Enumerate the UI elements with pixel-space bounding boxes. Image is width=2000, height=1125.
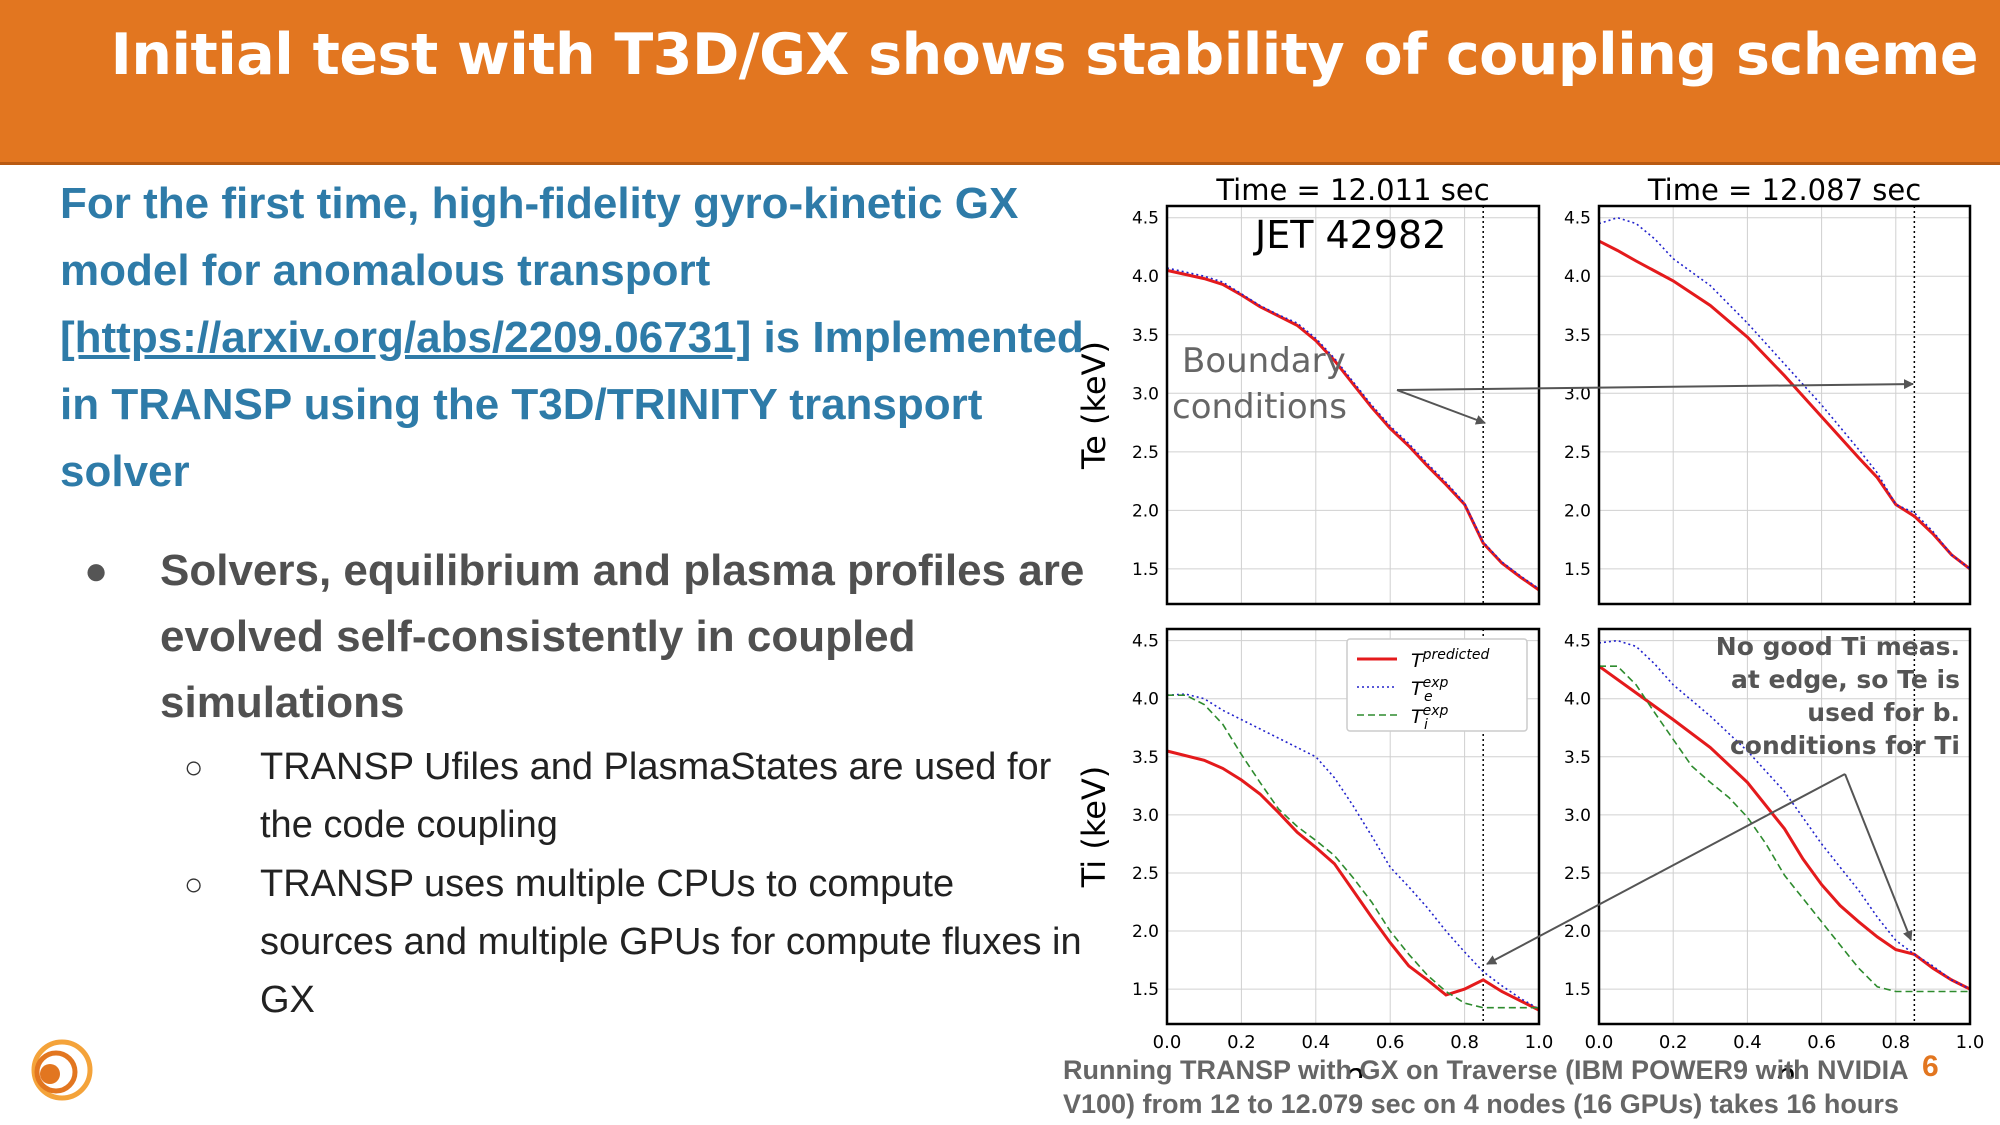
page-number: 6 <box>1922 1050 1939 1083</box>
y-tick-label: 2.5 <box>1132 443 1159 463</box>
profile-figure: 1.5 2.0 2.5 3.0 3.5 4.0 4.5 Time = 12.011 sec JE… <box>1075 168 2000 1094</box>
slide-title: Initial test with T3D/GX shows stability… <box>110 22 1979 88</box>
x-tick-label: 0.0 <box>1153 1032 1182 1053</box>
x-tick-label: 0.6 <box>1376 1032 1405 1053</box>
axes-frame <box>1165 627 1541 1026</box>
boundary-arrow-right <box>1396 379 1914 391</box>
ti-note-arrow-left <box>1486 773 1846 965</box>
y-tick-label: 3.0 <box>1564 384 1591 404</box>
y-tick-label: 1.5 <box>1564 560 1591 580</box>
ti-note-line: conditions for Ti <box>1730 731 1960 760</box>
x-tick-label: 0.8 <box>1450 1032 1479 1053</box>
intro-text-2: is Implemented in TRANSP using the T3D/T… <box>60 313 1084 496</box>
chart-title: Time = 12.011 sec <box>1215 173 1489 207</box>
bullet-main: Solvers, equilibrium and plasma profiles… <box>160 546 1085 727</box>
ti-note-line: at edge, so Te is <box>1731 665 1960 694</box>
x-tick-label: 0.4 <box>1733 1032 1762 1053</box>
y-tick-label: 2.5 <box>1564 864 1591 884</box>
y-axis-label: Te (keV) <box>1075 341 1113 470</box>
legend-entry-label: Tpredicted <box>1411 647 1489 672</box>
y-tick-label: 3.5 <box>1132 748 1159 768</box>
y-tick-label: 3.5 <box>1132 326 1159 346</box>
x-tick-label: 0.4 <box>1301 1032 1330 1053</box>
y-tick-label: 3.5 <box>1564 748 1591 768</box>
legend-entry-label: Texp e <box>1411 675 1449 705</box>
y-tick-label: 2.5 <box>1564 443 1591 463</box>
axes-frame <box>1597 204 1972 606</box>
chart-panel-2: 1.5 2.0 2.5 3.0 3.5 4.0 4.5 Time = 12.087 sec <box>1564 173 1972 606</box>
ti-note-line: No good Ti meas. <box>1716 632 1960 661</box>
y-tick-label: 1.5 <box>1132 560 1159 580</box>
y-tick-label: 4.0 <box>1132 690 1159 710</box>
chart-title: Time = 12.087 sec <box>1647 173 1921 207</box>
boundary-arrow-left <box>1396 389 1486 425</box>
y-tick-label: 3.5 <box>1564 326 1591 346</box>
x-tick-label: 0.2 <box>1227 1032 1256 1053</box>
series-line-t-predicted <box>1598 239 1971 571</box>
boundary-label-line2: conditions <box>1172 387 1347 427</box>
chart-panel-1: 1.5 2.0 2.5 3.0 3.5 4.0 4.5 Time = 12.011 sec JE… <box>1075 173 1541 606</box>
y-tick-label: 4.0 <box>1132 267 1159 287</box>
x-tick-label: 0.0 <box>1585 1032 1614 1053</box>
y-tick-label: 4.5 <box>1564 632 1591 652</box>
y-tick-label: 2.5 <box>1132 864 1159 884</box>
y-tick-label: 4.0 <box>1564 267 1591 287</box>
y-tick-label: 2.0 <box>1132 922 1159 942</box>
series-line-ti-exp <box>1599 665 1970 993</box>
y-tick-label: 4.5 <box>1132 209 1159 229</box>
intro-paragraph: For the first time, high-fidelity gyro-k… <box>60 170 1090 505</box>
legend-box <box>1346 638 1528 732</box>
sub-bullet-circle-icon: ○ <box>184 866 204 902</box>
sub-bullet-1: TRANSP Ufiles and PlasmaStates are used … <box>260 746 1052 846</box>
y-axis-label: Ti (keV) <box>1075 766 1113 889</box>
y-tick-label: 1.5 <box>1132 980 1159 1000</box>
boundary-label-line1: Boundary <box>1182 341 1346 381</box>
y-tick-label: 4.5 <box>1132 632 1159 652</box>
y-tick-label: 2.0 <box>1564 922 1591 942</box>
series-line-ti-exp <box>1167 694 1539 1009</box>
sub-bullet-2: TRANSP uses multiple CPUs to compute sou… <box>260 863 1082 1021</box>
axes-frame <box>1165 204 1541 606</box>
series-line-t-predicted <box>1598 664 1971 991</box>
profile-figure-svg: 1.5 2.0 2.5 3.0 3.5 4.0 4.5 Time = 12.011 sec JE… <box>1075 173 1985 1094</box>
y-tick-label: 3.0 <box>1564 806 1591 826</box>
series-line-t-predicted <box>1166 268 1540 592</box>
y-tick-label: 4.0 <box>1564 690 1591 710</box>
series-line-te-exp <box>1598 639 1971 990</box>
x-tick-label: 0.8 <box>1881 1032 1910 1053</box>
x-tick-label: 0.2 <box>1659 1032 1688 1053</box>
slide-header: Initial test with T3D/GX shows stability… <box>0 0 2000 165</box>
shot-label: JET 42982 <box>1253 213 1446 257</box>
y-tick-label: 1.5 <box>1564 980 1591 1000</box>
x-tick-label: 1.0 <box>1956 1032 1985 1053</box>
intro-text-1: For the first time, high-fidelity gyro-k… <box>60 179 1019 295</box>
chart-panel-3: 1.52.02.53.03.54.04.50.0 0.2 0.4 0.6 0.8 1.0ρ… <box>1075 627 1554 1094</box>
x-tick-label: 1.0 <box>1525 1032 1554 1053</box>
arxiv-link[interactable]: [https://arxiv.org/abs/2209.06731] <box>60 313 752 362</box>
footer-note: Running TRANSP with GX on Traverse (IBM … <box>1063 1055 1908 1119</box>
y-tick-label: 2.0 <box>1132 501 1159 521</box>
sub-bullet-circle-icon: ○ <box>184 749 204 785</box>
y-tick-label: 2.0 <box>1564 501 1591 521</box>
legend-entry-label: Texp i <box>1411 703 1449 733</box>
y-tick-label: 3.0 <box>1132 384 1159 404</box>
axes-frame <box>1597 627 1972 1026</box>
ti-note-line: used for b. <box>1807 698 1960 727</box>
series-line-te-exp <box>1166 693 1540 1010</box>
y-tick-label: 4.5 <box>1564 209 1591 229</box>
pppl-logo-icon <box>31 1039 93 1101</box>
chart-panel-4: 1.5 2.0 2.5 3.0 3.5 4.0 4.5 No good Ti meas. at … <box>1564 627 1985 1094</box>
y-tick-label: 3.0 <box>1132 806 1159 826</box>
bullet-dot-icon: ● <box>84 549 109 593</box>
x-tick-label: 0.6 <box>1807 1032 1836 1053</box>
ti-note-arrow-right <box>1844 773 1913 941</box>
series-line-t-predicted <box>1166 749 1540 1012</box>
